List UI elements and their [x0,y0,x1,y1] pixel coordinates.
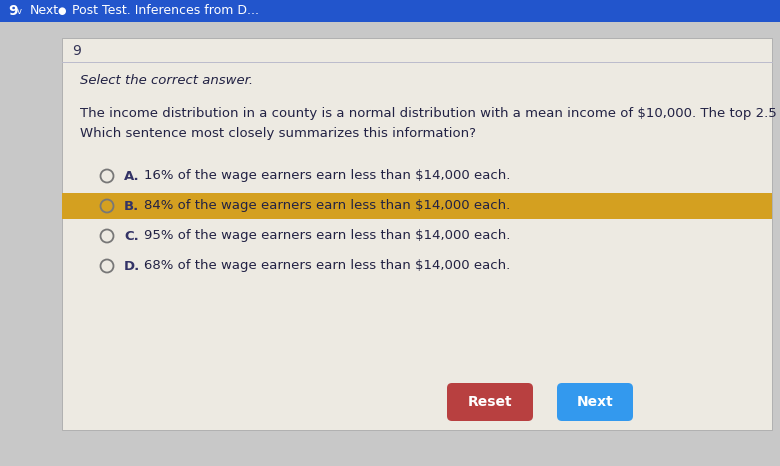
Text: A.: A. [124,170,140,183]
Text: Next: Next [30,5,59,18]
Text: v: v [17,7,22,16]
Text: Next: Next [576,395,613,409]
FancyBboxPatch shape [557,383,633,421]
FancyBboxPatch shape [62,38,772,430]
Text: Reset: Reset [468,395,512,409]
FancyBboxPatch shape [62,193,772,219]
Text: The income distribution in a county is a normal distribution with a mean income : The income distribution in a county is a… [80,107,777,119]
FancyBboxPatch shape [447,383,533,421]
FancyBboxPatch shape [0,0,780,22]
Text: 16% of the wage earners earn less than $14,000 each.: 16% of the wage earners earn less than $… [144,170,510,183]
Text: 95% of the wage earners earn less than $14,000 each.: 95% of the wage earners earn less than $… [144,229,510,242]
Text: B.: B. [124,199,140,212]
Text: 84% of the wage earners earn less than $14,000 each.: 84% of the wage earners earn less than $… [144,199,510,212]
Text: 9: 9 [72,44,81,58]
Text: 9: 9 [8,4,18,18]
Text: D.: D. [124,260,140,273]
Text: 68% of the wage earners earn less than $14,000 each.: 68% of the wage earners earn less than $… [144,260,510,273]
Text: ●: ● [57,6,66,16]
Text: Which sentence most closely summarizes this information?: Which sentence most closely summarizes t… [80,126,476,139]
Text: Post Test. Inferences from D...: Post Test. Inferences from D... [72,5,259,18]
Text: C.: C. [124,229,139,242]
Text: Select the correct answer.: Select the correct answer. [80,75,254,88]
